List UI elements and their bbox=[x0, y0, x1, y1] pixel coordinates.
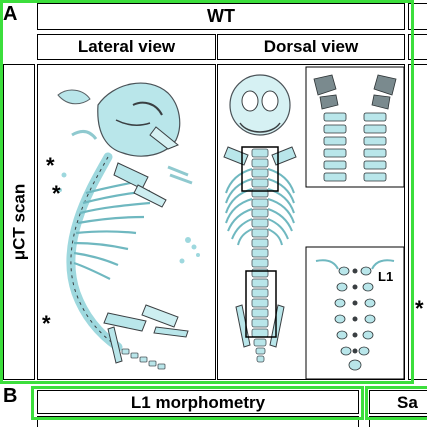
label-l1: L1 bbox=[378, 269, 393, 284]
col-header-cutoff bbox=[408, 34, 427, 60]
asterisk-2: * bbox=[52, 181, 61, 206]
col-header-lateral: Lateral view bbox=[37, 34, 216, 60]
subheader-b-right bbox=[369, 416, 427, 427]
header-l1-morphometry: L1 morphometry bbox=[37, 390, 359, 414]
col-header-dorsal: Dorsal view bbox=[217, 34, 405, 60]
panel-b-letter: B bbox=[3, 386, 17, 406]
row-label-uct-scan: μCT scan bbox=[3, 64, 35, 380]
dorsal-view-image: L1 bbox=[217, 64, 405, 380]
group-header-cutoff bbox=[408, 3, 427, 30]
panel-a-letter: A bbox=[3, 4, 17, 24]
group-header-wt: WT bbox=[37, 3, 405, 30]
asterisk-right-edge: * bbox=[415, 296, 424, 322]
dorsal-skeleton: L1 bbox=[218, 65, 406, 381]
cutoff-column bbox=[408, 64, 427, 380]
lateral-skeleton: * * * bbox=[38, 65, 217, 381]
asterisk-3: * bbox=[42, 311, 51, 336]
header-sagittal-cutoff: Sa bbox=[369, 390, 427, 414]
subheader-b bbox=[37, 416, 359, 427]
lateral-view-image: * * * bbox=[37, 64, 216, 380]
asterisk-1: * bbox=[46, 153, 55, 178]
